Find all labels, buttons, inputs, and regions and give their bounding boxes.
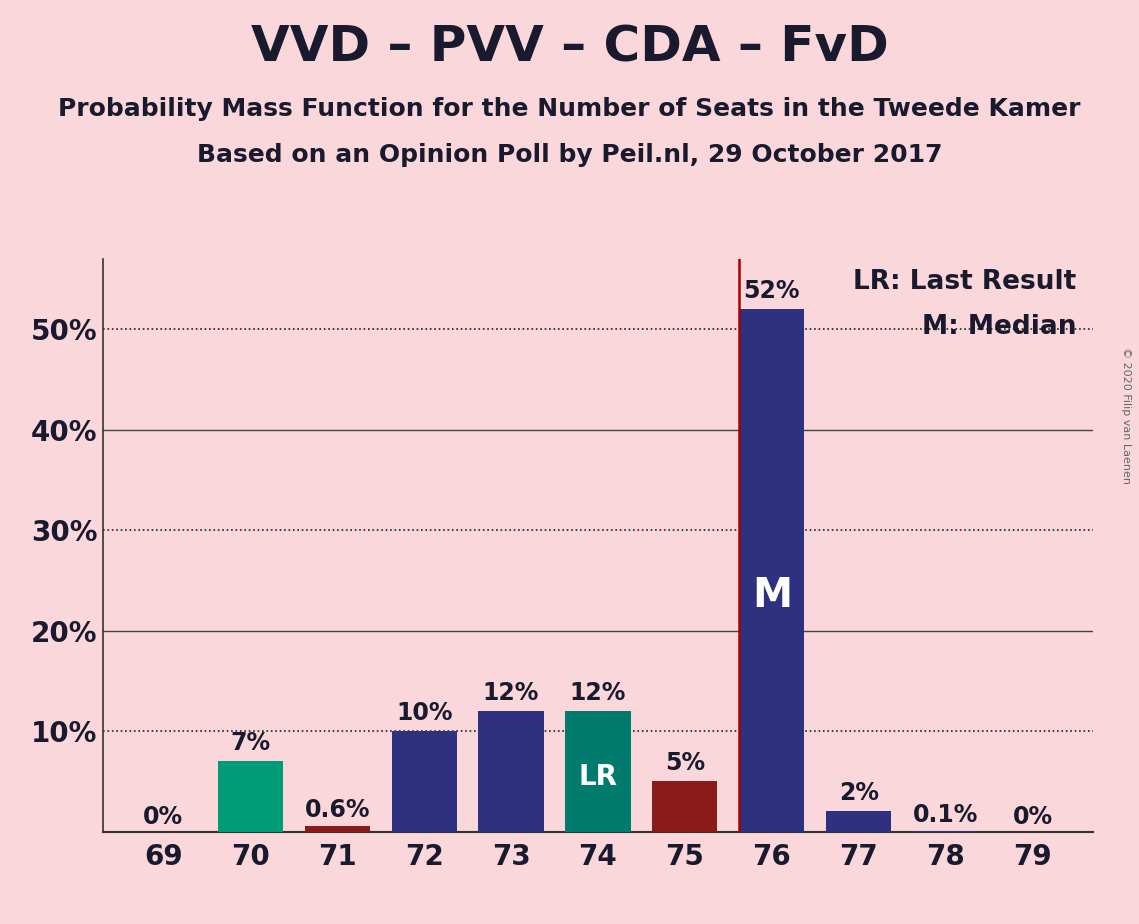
Bar <box>565 711 631 832</box>
Text: 2%: 2% <box>838 782 879 806</box>
Text: M: Median: M: Median <box>921 314 1076 340</box>
Text: 7%: 7% <box>230 731 270 755</box>
Text: Probability Mass Function for the Number of Seats in the Tweede Kamer: Probability Mass Function for the Number… <box>58 97 1081 121</box>
Text: LR: LR <box>579 763 617 791</box>
Bar <box>739 309 804 832</box>
Text: 5%: 5% <box>665 751 705 775</box>
Text: M: M <box>752 577 792 616</box>
Text: 0%: 0% <box>144 805 183 829</box>
Bar <box>218 761 282 832</box>
Text: 0.1%: 0.1% <box>913 803 978 827</box>
Text: 0%: 0% <box>1013 805 1052 829</box>
Bar <box>913 831 978 832</box>
Text: LR: Last Result: LR: Last Result <box>853 269 1076 295</box>
Bar <box>826 811 892 832</box>
Text: © 2020 Filip van Laenen: © 2020 Filip van Laenen <box>1121 347 1131 484</box>
Bar <box>304 825 370 832</box>
Bar <box>653 782 718 832</box>
Text: 12%: 12% <box>570 681 626 705</box>
Bar <box>478 711 543 832</box>
Text: 12%: 12% <box>483 681 539 705</box>
Text: 0.6%: 0.6% <box>304 797 370 821</box>
Text: 10%: 10% <box>396 701 452 725</box>
Text: Based on an Opinion Poll by Peil.nl, 29 October 2017: Based on an Opinion Poll by Peil.nl, 29 … <box>197 143 942 167</box>
Text: 52%: 52% <box>744 279 800 303</box>
Bar <box>392 731 457 832</box>
Text: VVD – PVV – CDA – FvD: VVD – PVV – CDA – FvD <box>251 23 888 71</box>
